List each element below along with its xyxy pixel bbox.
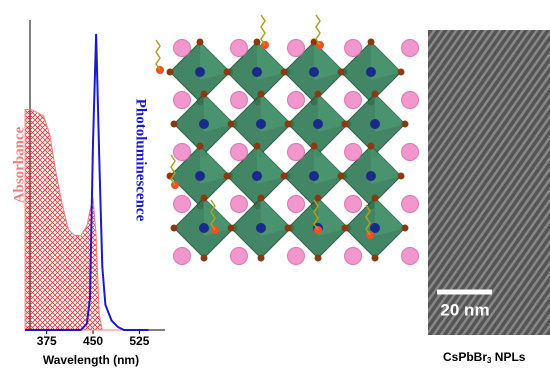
br-atom xyxy=(368,39,375,46)
br-atom xyxy=(398,173,405,180)
cs-atom xyxy=(174,144,191,161)
br-atom xyxy=(254,39,261,46)
br-atom xyxy=(372,91,379,98)
cs-atom xyxy=(402,248,419,265)
x-tick-label: 450 xyxy=(83,334,103,348)
br-atom xyxy=(338,69,345,76)
br-atom xyxy=(171,121,178,128)
pb-atom xyxy=(256,119,266,129)
cs-atom xyxy=(231,92,248,109)
legend-label: Absorbance xyxy=(11,126,27,203)
pb-atom xyxy=(309,67,319,77)
br-atom xyxy=(254,143,261,150)
br-atom xyxy=(285,225,292,232)
br-atom xyxy=(342,121,349,128)
br-atom xyxy=(311,143,318,150)
cs-atom xyxy=(345,248,362,265)
br-atom xyxy=(368,143,375,150)
br-atom xyxy=(315,195,322,202)
cs-atom xyxy=(288,92,305,109)
cs-atom xyxy=(288,196,305,213)
cs-atom xyxy=(402,196,419,213)
legend-label: Photoluminescence xyxy=(133,99,149,222)
br-atom xyxy=(201,255,208,262)
pb-atom xyxy=(370,119,380,129)
br-atom xyxy=(372,195,379,202)
cs-atom xyxy=(174,40,191,57)
x-tick-label: 525 xyxy=(129,334,149,348)
cs-atom xyxy=(231,40,248,57)
br-atom xyxy=(228,121,235,128)
cs-atom xyxy=(231,248,248,265)
scale-bar-label: 20 nm xyxy=(440,300,489,319)
br-atom xyxy=(285,121,292,128)
br-atom xyxy=(201,91,208,98)
cs-atom xyxy=(174,248,191,265)
br-atom xyxy=(201,195,208,202)
br-atom xyxy=(281,173,288,180)
br-atom xyxy=(281,69,288,76)
cs-atom xyxy=(174,92,191,109)
x-axis-label: Wavelength (nm) xyxy=(43,353,139,367)
br-atom xyxy=(258,195,265,202)
br-atom xyxy=(315,255,322,262)
pb-atom xyxy=(309,171,319,181)
cs-atom xyxy=(174,196,191,213)
cs-atom xyxy=(345,40,362,57)
cs-atom xyxy=(345,92,362,109)
br-atom xyxy=(197,39,204,46)
ligand-chain xyxy=(156,40,160,70)
crystal-structure xyxy=(156,15,419,265)
caption: CsPbBr3 NPLs xyxy=(443,350,526,365)
br-atom xyxy=(342,225,349,232)
pb-atom xyxy=(252,171,262,181)
br-atom xyxy=(315,91,322,98)
br-atom xyxy=(228,225,235,232)
br-atom xyxy=(372,255,379,262)
ligand-chain xyxy=(316,15,320,45)
br-atom xyxy=(398,69,405,76)
pb-atom xyxy=(256,223,266,233)
br-atom xyxy=(167,69,174,76)
pb-atom xyxy=(366,171,376,181)
cs-atom xyxy=(288,144,305,161)
br-atom xyxy=(224,173,231,180)
cs-atom xyxy=(288,40,305,57)
cs-atom xyxy=(402,92,419,109)
cs-atom xyxy=(402,40,419,57)
caption-formula: CsPbBr xyxy=(443,350,487,364)
pb-atom xyxy=(366,67,376,77)
pb-atom xyxy=(195,171,205,181)
tem-overlay xyxy=(428,30,550,335)
cs-atom xyxy=(402,144,419,161)
br-atom xyxy=(338,173,345,180)
cs-atom xyxy=(288,248,305,265)
pb-atom xyxy=(252,67,262,77)
pb-atom xyxy=(313,119,323,129)
br-atom xyxy=(402,225,409,232)
cs-atom xyxy=(345,144,362,161)
spectrum-chart: 375 450 525 Wavelength (nm) Absorbance Photol… xyxy=(11,20,165,367)
cs-atom xyxy=(231,144,248,161)
x-tick-label: 375 xyxy=(37,334,57,348)
br-atom xyxy=(402,121,409,128)
br-atom xyxy=(258,255,265,262)
cs-atom xyxy=(231,196,248,213)
br-atom xyxy=(258,91,265,98)
br-atom xyxy=(224,69,231,76)
ligand-chain xyxy=(261,15,265,45)
cs-atom xyxy=(345,196,362,213)
br-atom xyxy=(197,143,204,150)
pb-atom xyxy=(199,119,209,129)
caption-suffix: NPLs xyxy=(491,350,525,364)
series-area xyxy=(25,110,149,331)
br-atom xyxy=(171,225,178,232)
pb-atom xyxy=(195,67,205,77)
pb-atom xyxy=(199,223,209,233)
figure: 20 nm CsPbBr3 NPLs 375 450 525 Wavelength (… xyxy=(0,0,550,368)
